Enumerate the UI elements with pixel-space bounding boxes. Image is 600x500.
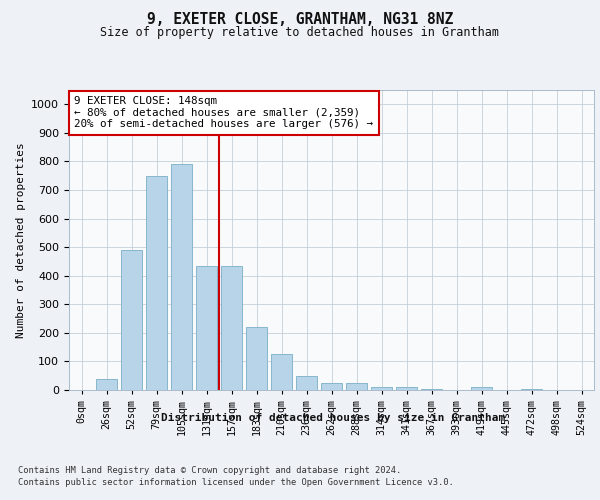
Bar: [396, 387, 417, 390]
Bar: [471, 387, 492, 390]
Bar: [221, 266, 242, 390]
Y-axis label: Number of detached properties: Number of detached properties: [16, 142, 26, 338]
Bar: [421, 388, 442, 390]
Text: Size of property relative to detached houses in Grantham: Size of property relative to detached ho…: [101, 26, 499, 39]
Bar: [246, 327, 267, 390]
Bar: [521, 388, 542, 390]
Text: 9, EXETER CLOSE, GRANTHAM, NG31 8NZ: 9, EXETER CLOSE, GRANTHAM, NG31 8NZ: [147, 12, 453, 28]
Bar: [271, 354, 292, 390]
Text: Contains HM Land Registry data © Crown copyright and database right 2024.: Contains HM Land Registry data © Crown c…: [18, 466, 401, 475]
Bar: [146, 176, 167, 390]
Bar: [371, 387, 392, 390]
Bar: [321, 383, 342, 390]
Bar: [96, 378, 117, 390]
Bar: [296, 376, 317, 390]
Bar: [171, 164, 192, 390]
Bar: [196, 266, 217, 390]
Text: 9 EXETER CLOSE: 148sqm
← 80% of detached houses are smaller (2,359)
20% of semi-: 9 EXETER CLOSE: 148sqm ← 80% of detached…: [74, 96, 373, 129]
Bar: [121, 250, 142, 390]
Bar: [346, 383, 367, 390]
Text: Distribution of detached houses by size in Grantham: Distribution of detached houses by size …: [161, 412, 505, 422]
Text: Contains public sector information licensed under the Open Government Licence v3: Contains public sector information licen…: [18, 478, 454, 487]
